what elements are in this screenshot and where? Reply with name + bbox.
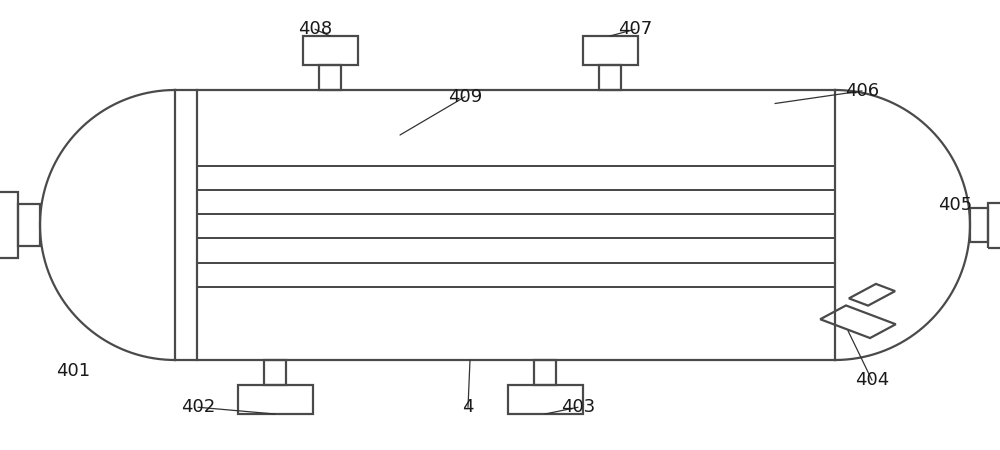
Text: 403: 403 xyxy=(561,398,595,416)
Bar xyxy=(264,360,286,385)
Bar xyxy=(18,203,40,247)
Text: 402: 402 xyxy=(181,398,215,416)
Text: 4: 4 xyxy=(462,398,474,416)
Bar xyxy=(988,202,1000,248)
Bar xyxy=(0,193,18,257)
Text: 406: 406 xyxy=(845,82,879,100)
Text: 401: 401 xyxy=(56,362,90,380)
Text: 404: 404 xyxy=(855,371,889,389)
Bar xyxy=(238,385,312,414)
Text: 405: 405 xyxy=(938,196,972,214)
Text: 409: 409 xyxy=(448,88,482,106)
Bar xyxy=(319,65,341,90)
Bar xyxy=(534,360,556,385)
Bar xyxy=(508,385,582,414)
Bar xyxy=(302,36,358,65)
Bar xyxy=(970,208,988,242)
Bar xyxy=(599,65,621,90)
Text: 407: 407 xyxy=(618,20,652,38)
Bar xyxy=(582,36,638,65)
Text: 408: 408 xyxy=(298,20,332,38)
